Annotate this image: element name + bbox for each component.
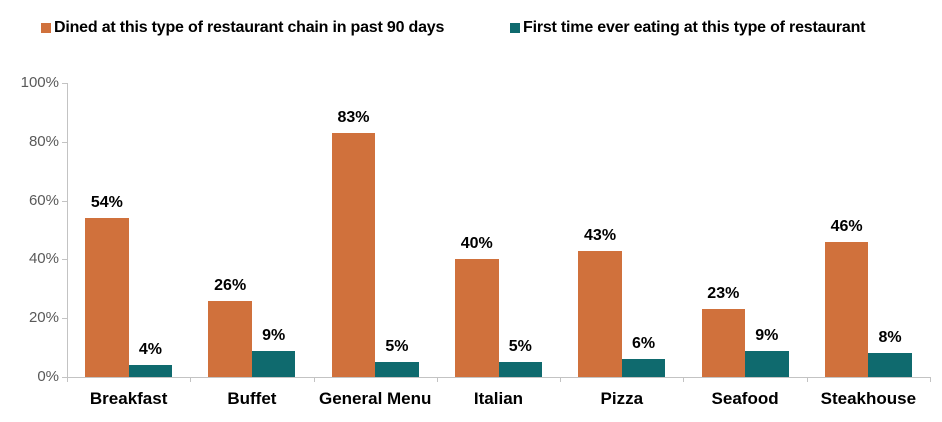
bar-first-time-pizza — [621, 359, 666, 377]
x-axis-tick — [436, 377, 438, 382]
x-axis-tick — [930, 377, 931, 382]
y-axis-line — [67, 83, 68, 377]
value-label: 5% — [385, 338, 409, 356]
bar-first-time-general-menu — [375, 362, 419, 377]
value-label: 26% — [214, 276, 247, 294]
x-axis-tick — [67, 377, 68, 382]
y-axis-tick — [62, 141, 67, 143]
y-axis-tick-label: 20% — [28, 309, 59, 327]
value-label: 9% — [755, 326, 779, 344]
x-axis-tick — [683, 377, 685, 382]
x-axis-category-label: Seafood — [711, 389, 779, 408]
value-label: 40% — [460, 235, 493, 253]
value-label: 6% — [631, 335, 656, 353]
x-axis-category-label: Buffet — [227, 389, 277, 408]
value-label: 23% — [707, 285, 740, 303]
bar-first-time-italian — [498, 362, 542, 377]
legend-label-first-time: First time ever eating at this type of r… — [523, 19, 866, 36]
legend-swatch-dined-icon — [41, 23, 51, 33]
bar-first-time-steakhouse — [868, 353, 912, 377]
bar-dined-general-menu — [331, 132, 376, 377]
y-axis-tick-label: 80% — [28, 132, 59, 150]
value-label: 4% — [138, 341, 162, 359]
value-label: 83% — [337, 108, 370, 126]
bar-first-time-breakfast — [128, 365, 173, 377]
bar-dined-italian — [455, 259, 499, 377]
y-axis-tick-label: 60% — [28, 191, 59, 209]
bar-dined-breakfast — [85, 218, 129, 377]
value-label: 43% — [584, 226, 617, 244]
value-label: 5% — [508, 338, 532, 356]
y-axis-tick-label: 40% — [28, 250, 59, 268]
legend-label-dined: Dined at this type of restaurant chain i… — [54, 19, 445, 36]
value-label: 8% — [878, 329, 902, 347]
x-axis-line — [67, 377, 930, 378]
y-axis-tick-label: 100% — [20, 74, 59, 91]
y-axis-tick — [62, 259, 67, 261]
bar-first-time-buffet — [251, 350, 296, 377]
legend-item-dined: Dined at this type of restaurant chain i… — [41, 18, 444, 38]
x-axis-category-label: Pizza — [600, 389, 644, 408]
x-axis-category-label: Steakhouse — [820, 389, 917, 408]
x-axis-tick — [190, 377, 192, 382]
y-axis-tick-label: 0% — [37, 368, 59, 385]
bar-dined-buffet — [208, 300, 252, 377]
y-axis-tick — [62, 318, 67, 320]
x-axis-tick — [313, 377, 315, 382]
value-label: 54% — [90, 194, 123, 212]
y-axis-tick — [62, 377, 67, 378]
y-axis-tick — [62, 200, 67, 202]
bar-dined-steakhouse — [824, 241, 869, 377]
x-axis-category-label: General Menu — [318, 389, 432, 408]
legend-item-first-time: First time ever eating at this type of r… — [510, 18, 865, 38]
bar-first-time-seafood — [745, 350, 789, 377]
value-label: 9% — [262, 326, 286, 344]
bar-dined-seafood — [701, 309, 746, 377]
x-axis-category-label: Breakfast — [89, 389, 168, 408]
x-axis-category-label: Italian — [473, 389, 524, 408]
value-label: 46% — [830, 217, 863, 235]
x-axis-tick — [560, 377, 562, 382]
legend-swatch-first-time-icon — [510, 23, 520, 33]
bar-dined-pizza — [578, 250, 622, 377]
x-axis-tick — [806, 377, 808, 382]
y-axis-tick — [62, 83, 67, 84]
